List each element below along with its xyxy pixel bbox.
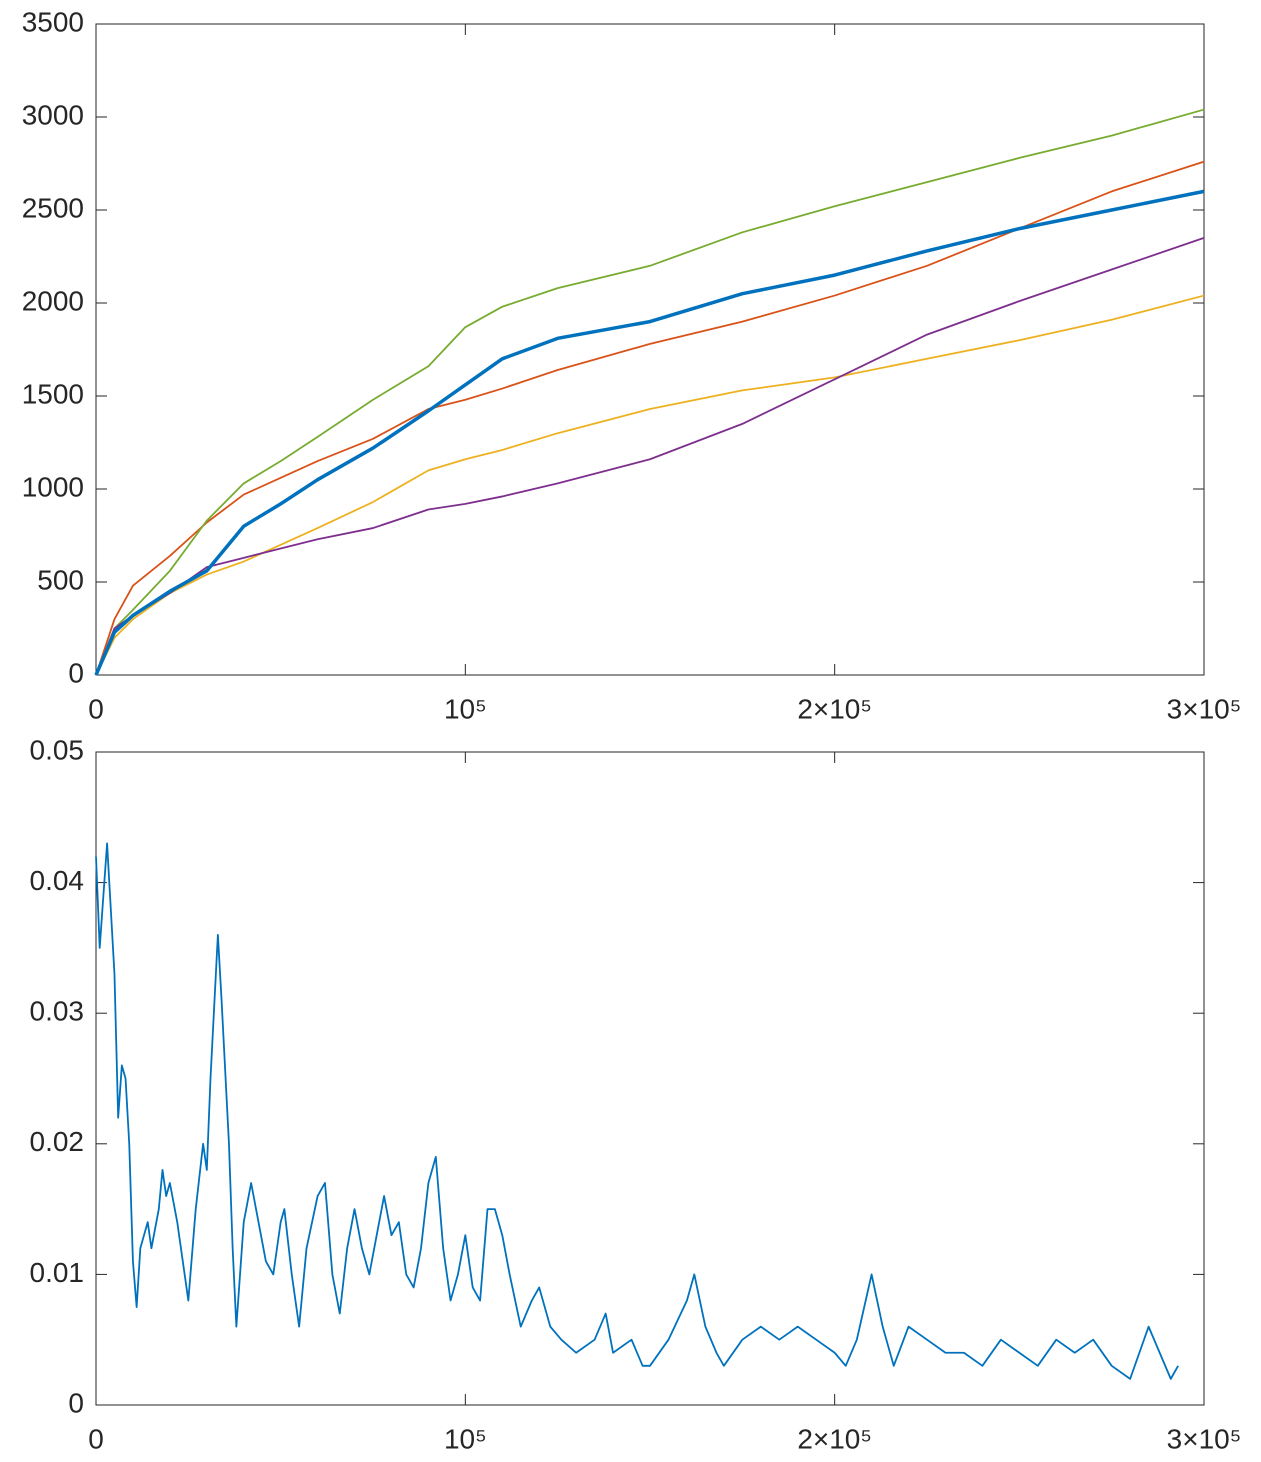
x-tick-label: 2×10⁵ [797,1423,872,1454]
x-tick-label: 10⁵ [444,693,487,724]
y-tick-label: 1000 [22,471,84,502]
y-tick-label: 3500 [22,6,84,37]
x-tick-label: 3×10⁵ [1167,693,1242,724]
x-tick-label: 0 [88,1423,104,1454]
y-tick-label: 2500 [22,192,84,223]
series-line [95,108,1205,676]
series-line [94,189,1205,676]
y-tick-label: 1500 [22,378,84,409]
x-tick-label: 3×10⁵ [1167,1423,1242,1454]
axes-box [95,751,1205,1406]
y-tick-label: 0.05 [30,734,85,765]
y-tick-label: 0.03 [30,996,85,1027]
x-tick-label: 10⁵ [444,1423,487,1454]
series-line [95,160,1205,676]
y-tick-label: 0 [68,1387,84,1418]
y-tick-label: 0.04 [30,865,85,896]
x-tick-label: 2×10⁵ [797,693,872,724]
y-tick-label: 0 [68,657,84,688]
series-line [95,294,1205,676]
y-tick-label: 0.02 [30,1126,85,1157]
y-tick-label: 500 [37,564,84,595]
y-tick-label: 3000 [22,99,84,130]
series-line [95,842,1179,1380]
y-tick-label: 0.01 [30,1257,85,1288]
y-tick-label: 2000 [22,285,84,316]
x-tick-label: 0 [88,693,104,724]
axes-box [95,23,1205,676]
